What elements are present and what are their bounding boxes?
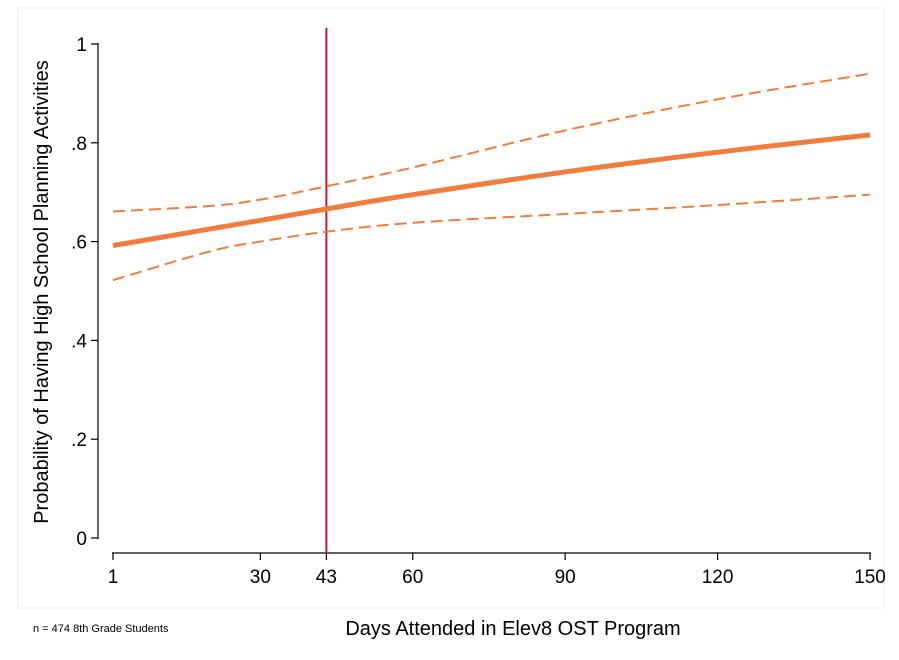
y-axis-title: Probability of Having High School Planni…: [31, 60, 53, 524]
y-tick-label: .2: [71, 430, 87, 451]
y-tick-label: .4: [71, 331, 87, 352]
x-axis-title: Days Attended in Elev8 OST Program: [345, 618, 680, 640]
x-tick-label: 120: [702, 567, 734, 588]
x-tick-label: 1: [108, 567, 119, 588]
predicted-probability-line: [112, 132, 871, 249]
x-tick-label: 43: [316, 567, 337, 588]
x-tick-label: 90: [555, 567, 576, 588]
x-tick-label: 150: [854, 567, 886, 588]
upper-confidence-line: [112, 72, 871, 213]
marks-layer: 0 .2 .4 .6 .8 1 1 30 43 60 90 120 150: [71, 28, 886, 588]
x-tick-label: 60: [402, 567, 423, 588]
y-tick-label: 1: [76, 35, 87, 56]
y-tick-label: .6: [71, 233, 87, 254]
y-tick-label: 0: [76, 529, 87, 550]
sample-size-note: n = 474 8th Grade Students: [33, 623, 169, 635]
x-tick-label: 30: [250, 567, 271, 588]
y-tick-label: .8: [71, 134, 87, 155]
lower-confidence-line: [112, 193, 871, 282]
plot-region-border: [17, 7, 885, 609]
